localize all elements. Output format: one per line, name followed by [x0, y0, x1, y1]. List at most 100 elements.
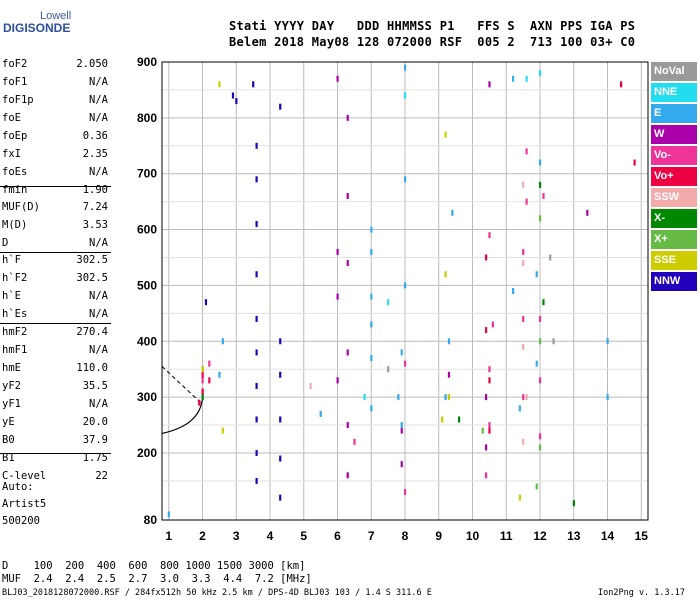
echo-point [586, 209, 589, 216]
x-tick-label: 8 [402, 529, 409, 543]
y-tick-label: 80 [144, 513, 158, 527]
param-name: foEp [2, 130, 28, 142]
echo-point [512, 75, 515, 82]
legend-item: W [651, 125, 697, 144]
echo-point [539, 377, 542, 384]
echo-point [606, 338, 609, 345]
footer-file-info: BLJ03_2018128072000.RSF / 284fx512h 50 k… [2, 588, 432, 598]
echo-point [447, 371, 451, 378]
echo-point [400, 427, 403, 434]
param-value: N/A [89, 112, 108, 124]
echo-point [363, 394, 366, 401]
echo-point [235, 98, 238, 105]
header-line-2: Belem 2018 May08 128 072000 RSF 005 2 71… [229, 35, 636, 49]
y-tick-label: 600 [137, 223, 157, 237]
param-name: h`Es [2, 308, 28, 320]
echo-point [606, 394, 609, 401]
echo-point [201, 377, 204, 384]
echo-point [485, 444, 488, 451]
param-row: h`F 302.5 [2, 254, 108, 272]
echo-point [525, 394, 528, 401]
echo-point [255, 176, 258, 183]
y-tick-label: 900 [137, 55, 157, 69]
echo-point [208, 360, 211, 367]
y-tick-label: 500 [137, 278, 157, 292]
echo-point [336, 293, 339, 300]
param-value: N/A [89, 166, 108, 178]
echo-point [491, 321, 494, 328]
y-tick-label: 700 [137, 167, 157, 181]
echo-point [481, 427, 484, 434]
echo-point [353, 438, 356, 445]
param-name: M(D) [2, 219, 28, 231]
echo-point [319, 410, 322, 417]
param-value: N/A [89, 237, 108, 249]
echo-point [447, 394, 451, 401]
echo-point [400, 461, 403, 468]
echo-point [539, 433, 542, 440]
param-row: fxI 2.35 [2, 148, 108, 166]
param-row: B1 1.75 [2, 452, 108, 470]
echo-point [279, 371, 282, 378]
auto-artist: Artist5 [2, 498, 47, 510]
echo-point [397, 394, 400, 401]
echo-point [522, 181, 525, 188]
echo-point [488, 427, 491, 434]
echo-point [231, 92, 235, 99]
echo-point [447, 338, 451, 345]
param-row: yF2 35.5 [2, 380, 108, 398]
y-tick-label: 400 [137, 334, 157, 348]
param-name: hmF1 [2, 344, 28, 356]
echo-point [218, 371, 221, 378]
echo-point [525, 75, 528, 82]
echo-point [488, 377, 491, 384]
echo-point [444, 394, 447, 401]
echo-point [404, 64, 407, 71]
echo-point [387, 366, 390, 373]
echo-point [218, 81, 221, 88]
param-name: foF1p [2, 94, 34, 106]
echo-point [370, 248, 373, 255]
param-row: foE N/A [2, 112, 108, 130]
echo-point [485, 254, 488, 261]
x-tick-label: 1 [165, 529, 172, 543]
echo-point [549, 254, 552, 261]
echo-point [522, 438, 525, 445]
echo-point [255, 449, 258, 456]
echo-point [370, 226, 373, 233]
echo-point [535, 271, 538, 278]
logo-lowell: Lowell [40, 10, 72, 22]
echo-point [255, 349, 258, 356]
param-row: B0 37.9 [2, 434, 108, 452]
echo-point [201, 366, 204, 373]
param-row: D N/A [2, 237, 108, 255]
param-row: yF1 N/A [2, 398, 108, 416]
legend-item: E [651, 104, 697, 123]
param-row: yE 20.0 [2, 416, 108, 434]
param-row: foF1p N/A [2, 94, 108, 112]
param-value: 0.36 [82, 130, 108, 142]
param-name: h`F [2, 254, 21, 266]
param-value: N/A [89, 308, 108, 320]
param-value: N/A [89, 290, 108, 302]
echo-point [488, 422, 491, 429]
param-row: hmF2 270.4 [2, 326, 108, 344]
param-name: B1 [2, 452, 15, 464]
param-value: 302.5 [76, 254, 108, 266]
param-value: 3.53 [82, 219, 108, 231]
echo-point [400, 422, 403, 429]
echo-point [279, 416, 282, 423]
echo-point [485, 394, 488, 401]
separator-line [0, 453, 111, 454]
echo-point [404, 489, 407, 496]
auto-code: 500200 [2, 515, 40, 527]
echo-point [221, 427, 224, 434]
echo-point [525, 198, 528, 205]
x-tick-label: 4 [267, 529, 274, 543]
separator-line [0, 323, 111, 324]
param-row: M(D) 3.53 [2, 219, 108, 237]
legend-item: NoVal [651, 62, 697, 81]
param-value: 7.24 [82, 201, 108, 213]
echo-point [552, 338, 555, 345]
echo-point [204, 299, 208, 306]
